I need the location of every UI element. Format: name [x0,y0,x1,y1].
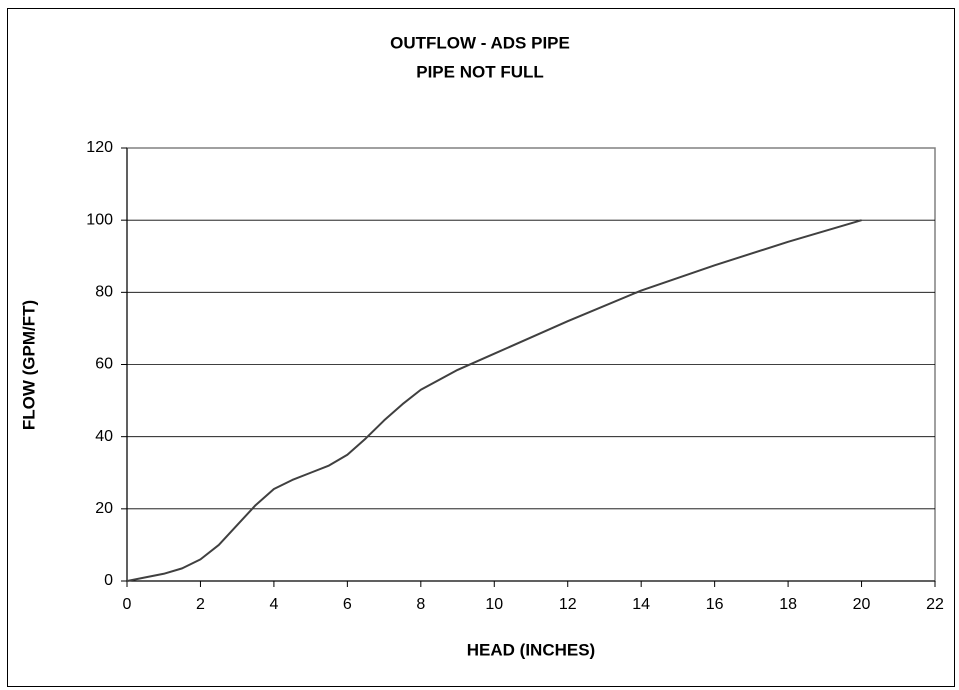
y-tick-label: 20 [95,500,113,517]
data-line [126,219,862,582]
x-tick-label: 12 [559,596,577,613]
x-tick-label: 18 [779,596,797,613]
y-axis-label: FLOW (GPM/FT) [19,300,38,430]
x-tick-label: 20 [853,596,871,613]
y-tick-label: 60 [95,356,113,373]
x-tick-label: 16 [706,596,724,613]
x-tick-label: 0 [123,596,132,613]
y-tick-label: 0 [104,572,113,589]
x-tick-label: 6 [343,596,352,613]
y-tick-label: 80 [95,284,113,301]
x-axis-label: HEAD (INCHES) [467,640,595,659]
x-tick-label: 8 [416,596,425,613]
y-tick-label: 120 [86,139,113,156]
chart-frame [7,8,955,687]
x-tick-label: 4 [269,596,278,613]
x-tick-label: 2 [196,596,205,613]
x-tick-label: 10 [485,596,503,613]
x-tick-label: 22 [926,596,944,613]
chart-subtitle: PIPE NOT FULL [416,62,544,81]
chart-title: OUTFLOW - ADS PIPE [390,33,570,52]
y-tick-label: 40 [95,428,113,445]
y-tick-label: 100 [86,211,113,228]
x-tick-label: 14 [632,596,650,613]
